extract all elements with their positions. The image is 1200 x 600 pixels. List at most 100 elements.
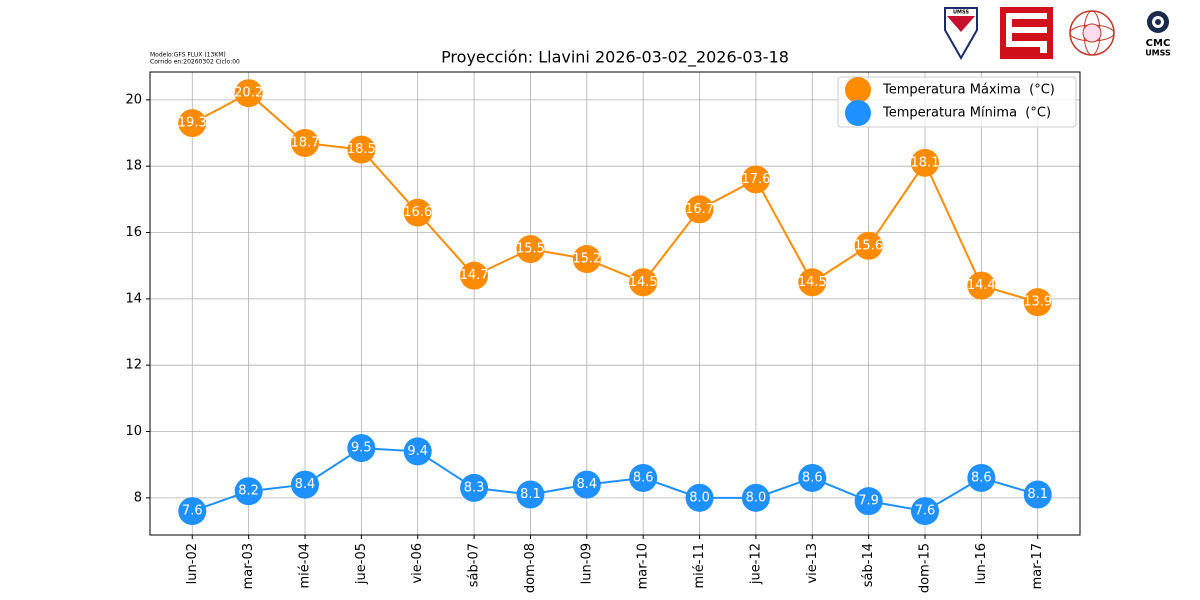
y-tick-label: 16	[125, 225, 142, 240]
data-label: 9.4	[407, 444, 428, 459]
data-label: 14.7	[460, 268, 489, 283]
legend-label: Temperatura Mínima (°C)	[882, 106, 1051, 121]
data-label: 8.3	[464, 480, 485, 495]
note: Corrido en:20260302 Ciclo:00	[150, 59, 240, 66]
data-label: 14.4	[967, 278, 996, 293]
point	[911, 497, 939, 526]
data-label: 16.6	[403, 205, 432, 220]
x-tick-label: vie-13	[805, 543, 820, 584]
point	[1023, 480, 1052, 509]
point	[685, 483, 714, 512]
legend-label: Temperatura Máxima (°C)	[882, 83, 1055, 98]
data-label: 8.0	[746, 490, 767, 505]
point	[403, 437, 432, 466]
series-line	[191, 447, 1039, 513]
series-line	[191, 92, 1039, 304]
data-label: 14.5	[798, 275, 827, 290]
x-tick-label: dom-08	[523, 543, 538, 593]
x-tick-label: mié-11	[692, 543, 707, 589]
data-label: 8.1	[1027, 487, 1048, 502]
data-label: 8.1	[520, 487, 541, 502]
y-tick-label: 18	[125, 159, 142, 174]
point	[516, 480, 545, 509]
point	[741, 165, 770, 194]
point	[572, 470, 601, 499]
point	[629, 268, 658, 297]
data-label: 14.5	[629, 275, 658, 290]
point	[629, 463, 658, 492]
data-label: 13.9	[1023, 295, 1052, 310]
data-label: 20.2	[234, 86, 263, 101]
point	[967, 463, 996, 492]
point	[347, 135, 376, 164]
point	[291, 470, 319, 499]
point	[798, 463, 827, 492]
legend-box	[837, 76, 1077, 128]
point	[854, 231, 883, 260]
note: Modelo:GFS FLUX (13KM)	[150, 52, 226, 59]
data-label: 8.4	[576, 477, 597, 492]
logo-red	[1000, 7, 1053, 59]
y-tick-label: 10	[125, 424, 142, 439]
point	[234, 79, 263, 108]
plot-frame	[149, 71, 1081, 536]
x-tick-label: lun-16	[974, 543, 989, 584]
x-tick-label: lun-09	[579, 543, 594, 584]
data-label: 8.6	[971, 470, 992, 485]
y-tick-label: 14	[125, 291, 142, 306]
data-label: 18.1	[911, 155, 940, 170]
data-label: 8.6	[802, 470, 823, 485]
x-tick-label: mié-04	[298, 543, 313, 589]
point	[685, 195, 714, 224]
y-tick-label: 12	[125, 358, 142, 373]
x-tick-label: mar-10	[636, 543, 651, 589]
logo-cmc: CMC UMSS	[1145, 11, 1171, 58]
x-tick-label: jue-05	[354, 543, 369, 585]
x-tick-label: mar-17	[1030, 543, 1045, 589]
data-label: 9.5	[351, 441, 372, 456]
point	[178, 109, 207, 138]
point	[967, 271, 996, 300]
x-tick-label: jue-12	[748, 543, 763, 585]
data-label: 16.7	[685, 202, 714, 217]
point	[911, 148, 939, 177]
data-label: 7.6	[915, 504, 936, 519]
point	[854, 487, 883, 516]
point	[403, 198, 432, 227]
data-label: 8.4	[295, 477, 316, 492]
logo-text: CMC	[1146, 38, 1171, 49]
point	[347, 434, 376, 463]
point	[234, 477, 263, 506]
data-label: 18.5	[347, 142, 376, 157]
point	[516, 235, 545, 264]
point	[291, 128, 319, 157]
data-label: 15.2	[572, 252, 601, 267]
legend-marker	[845, 100, 871, 126]
logo-text: UMSS	[1145, 49, 1171, 58]
data-label: 17.6	[741, 172, 770, 187]
point	[572, 245, 601, 274]
data-label: 7.9	[858, 494, 879, 509]
x-tick-label: mar-03	[241, 543, 256, 589]
point	[460, 473, 489, 502]
point	[1023, 288, 1052, 317]
point	[460, 261, 489, 290]
x-tick-label: dom-15	[918, 543, 933, 593]
y-tick-label: 20	[125, 92, 142, 107]
y-tick-label: 8	[134, 490, 142, 505]
point	[741, 483, 770, 512]
x-tick-label: vie-06	[410, 543, 425, 584]
chart-title: Proyección: Llavini 2026-03-02_2026-03-1…	[441, 48, 789, 68]
data-label: 15.6	[854, 238, 883, 253]
data-label: 8.6	[633, 470, 654, 485]
data-label: 18.7	[291, 135, 320, 150]
data-label: 7.6	[182, 504, 203, 519]
logo-shield: UMSS	[944, 7, 978, 61]
data-label: 15.5	[516, 242, 545, 257]
logo-circle	[1069, 10, 1115, 56]
data-label: 8.0	[689, 490, 710, 505]
data-label: 19.3	[178, 116, 207, 131]
point	[798, 268, 827, 297]
